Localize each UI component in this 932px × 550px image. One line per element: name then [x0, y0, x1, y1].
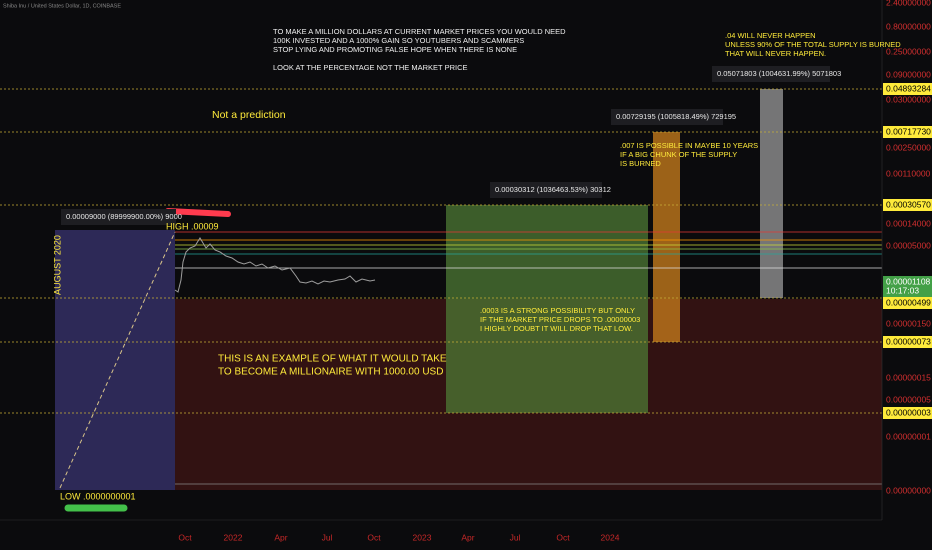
measure-label: 0.05071803 (1004631.99%) 5071803 [717, 69, 841, 78]
price-badge [883, 199, 932, 211]
price-label: 0.00000499 [886, 297, 931, 307]
projection-line [59, 231, 176, 489]
measure-label: 0.00729195 (1005818.49%) 729195 [616, 112, 736, 121]
price-label: 0.00000001 [886, 431, 931, 441]
price-label: 0.80000000 [886, 21, 931, 31]
price-badge [883, 285, 932, 297]
time-label: Apr [274, 532, 287, 542]
price-label: 0.00110000 [886, 168, 931, 178]
time-label: Oct [556, 532, 570, 542]
note-line: I HIGHLY DOUBT IT WILL DROP THAT LOW. [480, 324, 633, 333]
measure-box [712, 66, 830, 82]
measure-box [61, 209, 176, 225]
price-label: 0.00030570 [886, 199, 931, 209]
price-label: 0.00000003 [886, 407, 931, 417]
price-label: 0.00000073 [886, 336, 931, 346]
note-line: IS BURNED [620, 159, 661, 168]
time-label: Oct [178, 532, 192, 542]
time-label: Oct [367, 532, 381, 542]
time-label: Jul [322, 532, 333, 542]
time-label: Jul [510, 532, 521, 542]
price-label: 0.00000000 [886, 485, 931, 495]
price-label: 0.00005000 [886, 240, 931, 250]
symbol: Shiba Inu / United States Dollar, 1D, CO… [3, 3, 121, 9]
note-line: .0003 IS A STRONG POSSIBILITY BUT ONLY [480, 306, 635, 315]
time-label: 2024 [601, 532, 620, 542]
note-line: .04 WILL NEVER HAPPEN [725, 31, 816, 40]
note-line: THAT WILL NEVER HAPPEN. [725, 49, 826, 58]
axes: 2.40000000 0.80000000 0.25000000 0.09000000… [178, 0, 932, 542]
low-label: LOW .0000000001 [60, 491, 136, 501]
range-gray [760, 89, 783, 298]
levels [0, 88, 882, 414]
high-label: HIGH .00009 [166, 221, 219, 231]
note-line: IF A BIG CHUNK OF THE SUPPLY [620, 150, 737, 159]
message-line: 100K INVESTED AND A 1000% GAIN SO YOUTUB… [273, 36, 524, 45]
pre-high-zone [55, 230, 175, 490]
price-label: 0.03000000 [886, 94, 931, 104]
measure-label: 0.00030312 (1036463.53%) 30312 [495, 185, 611, 194]
price-badge [883, 407, 932, 419]
measure-box [490, 182, 602, 198]
price-badge [883, 83, 932, 95]
price-label: 2.40000000 [886, 0, 931, 7]
price-badge [883, 297, 932, 309]
price-label: 0.04893284 [886, 83, 931, 93]
disclaimer: Not a prediction [212, 109, 286, 121]
measure-label: 0.00009000 (89999900.00%) 9000 [66, 212, 182, 221]
price-label: 10:17:03 [886, 285, 919, 295]
measure-box [611, 109, 723, 125]
time-label: Apr [461, 532, 474, 542]
price-label: 0.09000000 [886, 69, 931, 79]
start-label: AUGUST 2020 [52, 235, 62, 295]
price-line [174, 237, 376, 293]
price-label: 0.00000150 [886, 318, 931, 328]
price-label: 0.00000005 [886, 394, 931, 404]
time-label: 2023 [413, 532, 432, 542]
price-label: 0.00000015 [886, 372, 931, 382]
fib-lines [175, 231, 882, 485]
price-label: 0.00014000 [886, 218, 931, 228]
high-marker [165, 208, 231, 217]
message-line: STOP LYING AND PROMOTING FALSE HOPE WHEN… [273, 45, 517, 54]
message-line: LOOK AT THE PERCENTAGE NOT THE MARKET PR… [273, 63, 468, 72]
message-line: TO MAKE A MILLION DOLLARS AT CURRENT MAR… [273, 27, 566, 36]
example-line: THIS IS AN EXAMPLE OF WHAT IT WOULD TAKE [218, 354, 447, 365]
price-label: 0.00717730 [886, 126, 931, 136]
range-orange [653, 132, 680, 342]
note-line: UNLESS 90% OF THE TOTAL SUPPLY IS BURNED [725, 40, 901, 49]
price-label: 0.00001108 [886, 276, 931, 286]
price-label: 0.25000000 [886, 46, 931, 56]
example-line: TO BECOME A MILLIONAIRE WITH 1000.00 USD [218, 367, 443, 378]
price-label: 0.00250000 [886, 142, 931, 152]
note-line: .007 IS POSSIBLE IN MAYBE 10 YEARS [620, 141, 758, 150]
price-badge [883, 126, 932, 138]
note-line: IF THE MARKET PRICE DROPS TO .00000003 [480, 315, 640, 324]
time-label: 2022 [224, 532, 243, 542]
price-badge [883, 336, 932, 348]
